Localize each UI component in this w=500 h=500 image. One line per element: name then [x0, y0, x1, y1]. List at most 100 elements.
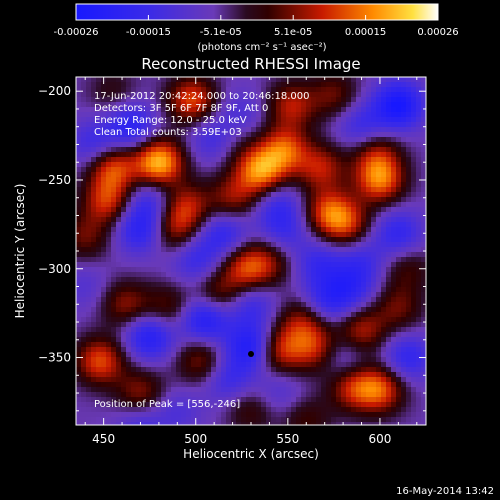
heatmap-cell	[186, 182, 192, 188]
heatmap-cell	[401, 82, 407, 88]
heatmap-cell	[166, 287, 172, 293]
heatmap-cell	[246, 247, 252, 253]
heatmap-cell	[226, 177, 232, 183]
heatmap-cell	[361, 137, 367, 143]
heatmap-cell	[366, 197, 372, 203]
heatmap-cell	[361, 127, 367, 133]
heatmap-cell	[256, 267, 262, 273]
heatmap-cell	[301, 197, 307, 203]
heatmap-cell	[131, 92, 137, 98]
heatmap-cell	[316, 322, 322, 328]
heatmap-cell	[151, 367, 157, 373]
heatmap-cell	[276, 127, 282, 133]
heatmap-cell	[171, 172, 177, 178]
heatmap-cell	[111, 282, 117, 288]
heatmap-cell	[301, 172, 307, 178]
heatmap-cell	[286, 202, 292, 208]
heatmap-cell	[151, 382, 157, 388]
heatmap-cell	[86, 112, 92, 118]
heatmap-cell	[396, 227, 402, 233]
heatmap-cell	[376, 197, 382, 203]
heatmap-cell	[266, 112, 272, 118]
heatmap-cell	[371, 322, 377, 328]
heatmap-cell	[91, 287, 97, 293]
heatmap-cell	[246, 217, 252, 223]
heatmap-cell	[341, 217, 347, 223]
heatmap-cell	[371, 132, 377, 138]
heatmap-cell	[341, 192, 347, 198]
heatmap-cell	[421, 137, 426, 143]
heatmap-cell	[146, 347, 152, 353]
heatmap-cell	[411, 272, 417, 278]
heatmap-cell	[241, 362, 247, 368]
heatmap-cell	[221, 402, 227, 408]
heatmap-cell	[251, 137, 257, 143]
heatmap-cell	[316, 107, 322, 113]
heatmap-cell	[276, 212, 282, 218]
heatmap-cell	[111, 242, 117, 248]
heatmap-cell	[261, 287, 267, 293]
heatmap-cell	[301, 297, 307, 303]
heatmap-cell	[376, 357, 382, 363]
heatmap-cell	[396, 177, 402, 183]
heatmap-cell	[216, 107, 222, 113]
heatmap-cell	[366, 127, 372, 133]
heatmap-cell	[261, 137, 267, 143]
heatmap-cell	[381, 357, 387, 363]
heatmap-cell	[276, 237, 282, 243]
heatmap-cell	[186, 282, 192, 288]
heatmap-cell	[121, 202, 127, 208]
heatmap-cell	[116, 292, 122, 298]
heatmap-cell	[136, 267, 142, 273]
heatmap-cell	[76, 247, 82, 253]
heatmap-cell	[411, 227, 417, 233]
heatmap-cell	[386, 347, 392, 353]
heatmap-cell	[411, 377, 417, 383]
heatmap-cell	[376, 317, 382, 323]
heatmap-cell	[386, 182, 392, 188]
heatmap-cell	[316, 412, 322, 418]
heatmap-cell	[136, 207, 142, 213]
heatmap-cell	[191, 397, 197, 403]
heatmap-cell	[376, 202, 382, 208]
heatmap-cell	[141, 352, 147, 358]
heatmap-cell	[206, 107, 212, 113]
heatmap-cell	[166, 282, 172, 288]
heatmap-cell	[286, 122, 292, 128]
heatmap-cell	[206, 112, 212, 118]
heatmap-cell	[376, 177, 382, 183]
heatmap-cell	[391, 397, 397, 403]
heatmap-cell	[146, 252, 152, 258]
heatmap-cell	[351, 417, 357, 423]
heatmap-cell	[156, 272, 162, 278]
heatmap-cell	[121, 277, 127, 283]
heatmap-cell	[301, 252, 307, 258]
heatmap-cell	[326, 367, 332, 373]
heatmap-cell	[411, 422, 417, 425]
heatmap-cell	[356, 187, 362, 193]
heatmap-cell	[406, 317, 412, 323]
heatmap-cell	[191, 232, 197, 238]
heatmap-cell	[281, 172, 287, 178]
heatmap-cell	[276, 347, 282, 353]
heatmap-cell	[191, 292, 197, 298]
heatmap-cell	[396, 262, 402, 268]
heatmap-cell	[401, 302, 407, 308]
heatmap-cell	[206, 217, 212, 223]
heatmap-cell	[271, 137, 277, 143]
heatmap-cell	[101, 132, 107, 138]
heatmap-cell	[271, 337, 277, 343]
heatmap-cell	[301, 382, 307, 388]
heatmap-cell	[276, 342, 282, 348]
heatmap-cell	[271, 267, 277, 273]
heatmap-cell	[196, 357, 202, 363]
heatmap-cell	[121, 307, 127, 313]
heatmap-cell	[311, 177, 317, 183]
heatmap-cell	[341, 92, 347, 98]
heatmap-cell	[151, 332, 157, 338]
heatmap-cell	[186, 327, 192, 333]
heatmap-cell	[266, 397, 272, 403]
heatmap-cell	[401, 237, 407, 243]
heatmap-cell	[226, 242, 232, 248]
heatmap-cell	[171, 327, 177, 333]
